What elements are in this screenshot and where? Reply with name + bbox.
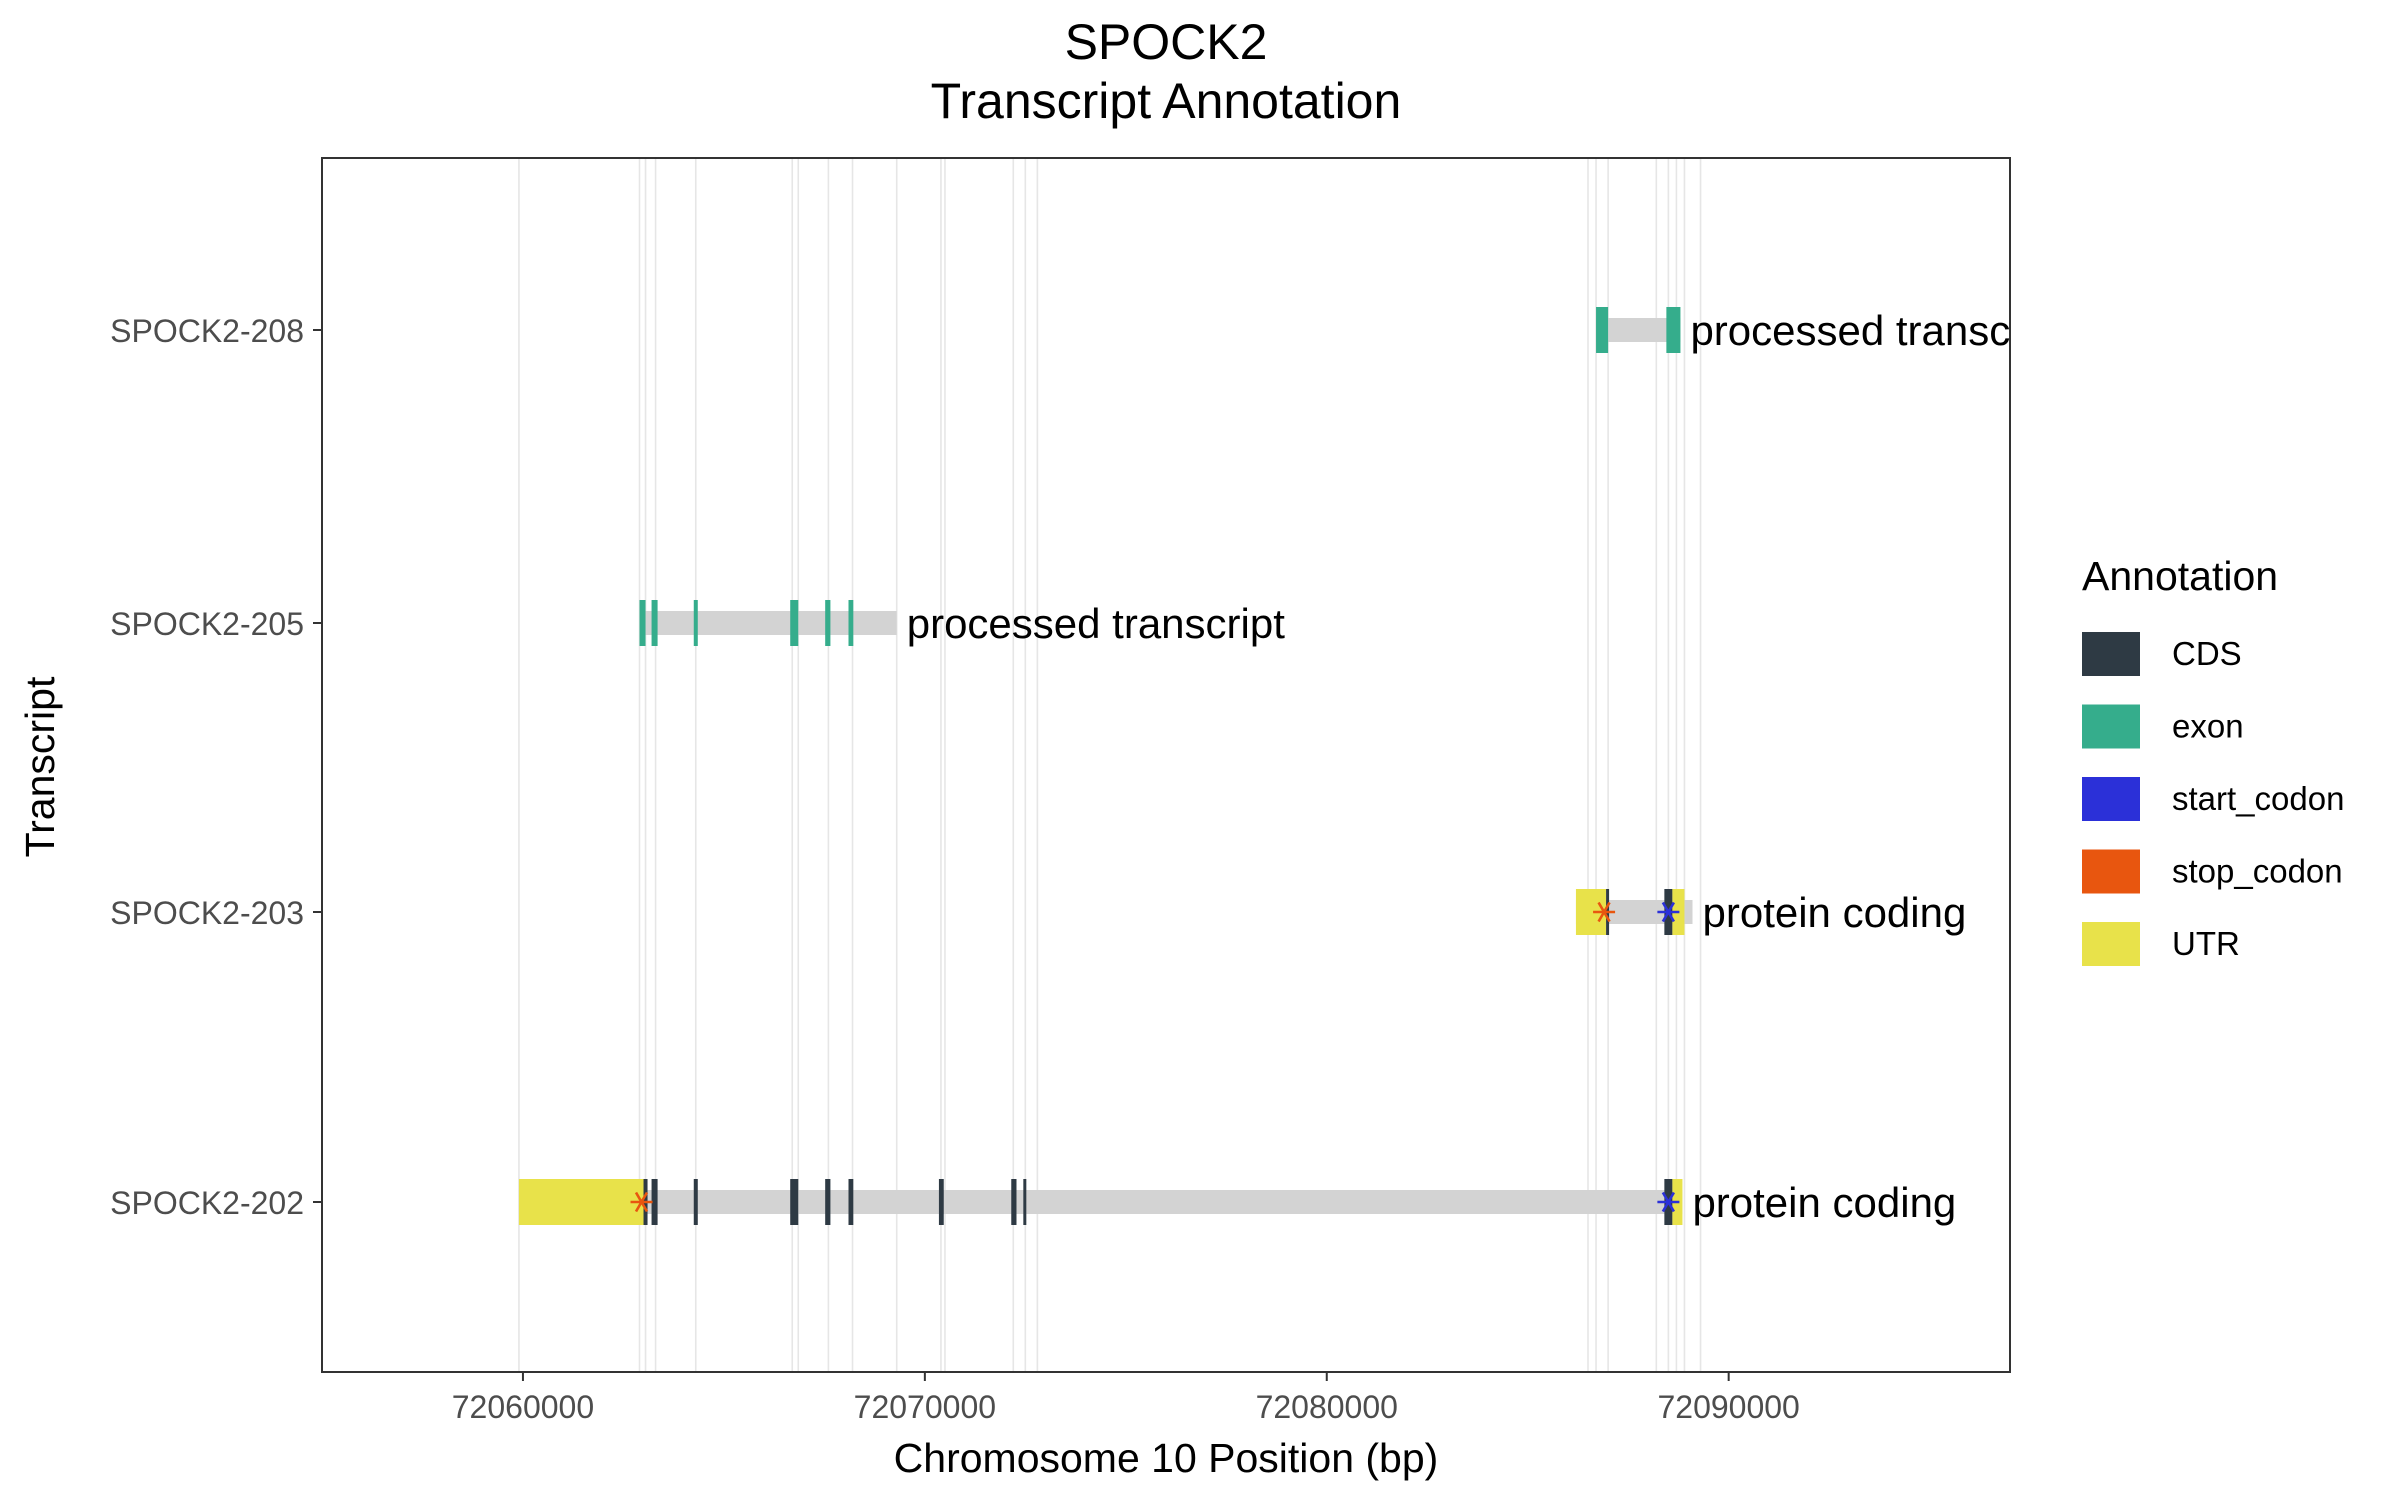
biotype-label: processed transcript <box>907 600 1285 647</box>
chart-subtitle: Transcript Annotation <box>931 73 1402 129</box>
intron-line <box>518 1190 1683 1214</box>
stop-codon-marker <box>630 1191 653 1213</box>
biotype-label: protein coding <box>1702 889 1966 936</box>
cds-block <box>825 1179 831 1225</box>
x-tick-label: 72080000 <box>1256 1389 1398 1425</box>
y-tick-label: SPOCK2-208 <box>110 313 304 349</box>
exon-block <box>1666 307 1681 353</box>
exon-block <box>693 600 698 646</box>
cds-block <box>938 1179 944 1225</box>
legend-label: exon <box>2172 708 2244 745</box>
exon-block <box>848 600 854 646</box>
chart-title: SPOCK2 <box>1065 14 1268 70</box>
legend: Annotation CDS exon start_codon stop_codon U… <box>2082 553 2344 966</box>
legend-label: start_codon <box>2172 780 2344 817</box>
y-tick-label: SPOCK2-202 <box>110 1185 304 1221</box>
exon-block <box>651 600 658 646</box>
x-axis-title: Chromosome 10 Position (bp) <box>894 1435 1439 1481</box>
y-axis-title: Transcript <box>17 676 63 857</box>
exon-block <box>790 600 799 646</box>
legend-key-exon <box>2082 704 2140 749</box>
exon-block <box>639 600 646 646</box>
x-tick-label: 72070000 <box>854 1389 996 1425</box>
biotype-label: protein coding <box>1692 1179 1956 1226</box>
start-codon-marker <box>1657 1191 1680 1213</box>
plot-area: processed transcrip SPOCK2-208 processed t… <box>110 156 2071 1425</box>
panel-clip-mask <box>2011 156 2071 1374</box>
legend-label: stop_codon <box>2172 853 2343 890</box>
intron-line <box>639 611 897 635</box>
utr-block <box>518 1179 644 1225</box>
y-tick-label: SPOCK2-205 <box>110 606 304 642</box>
biotype-label: processed transcrip <box>1690 307 2056 354</box>
legend-key-start-codon <box>2082 777 2140 821</box>
start-codon-marker <box>1657 901 1680 923</box>
panel-background <box>322 158 2010 1372</box>
y-tick-label: SPOCK2-203 <box>110 895 304 931</box>
legend-key-stop-codon <box>2082 849 2140 894</box>
legend-label: CDS <box>2172 635 2242 672</box>
cds-block <box>1023 1179 1027 1225</box>
x-tick-label: 72060000 <box>452 1389 594 1425</box>
cds-block <box>790 1179 799 1225</box>
legend-label: UTR <box>2172 925 2240 962</box>
panel-border <box>321 157 2011 1373</box>
legend-key-cds <box>2082 632 2140 676</box>
x-tick-label: 72090000 <box>1657 1389 1799 1425</box>
exon-block <box>1596 307 1609 353</box>
legend-key-utr <box>2082 922 2140 966</box>
cds-block <box>1011 1179 1017 1225</box>
cds-block <box>651 1179 658 1225</box>
cds-block <box>848 1179 854 1225</box>
stop-codon-marker <box>1593 901 1616 923</box>
exon-block <box>825 600 831 646</box>
cds-block <box>693 1179 698 1225</box>
legend-title: Annotation <box>2082 553 2278 599</box>
